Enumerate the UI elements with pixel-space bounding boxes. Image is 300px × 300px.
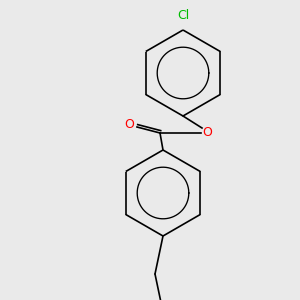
Text: O: O [202,127,212,140]
Text: Cl: Cl [177,9,189,22]
Text: O: O [124,118,134,131]
